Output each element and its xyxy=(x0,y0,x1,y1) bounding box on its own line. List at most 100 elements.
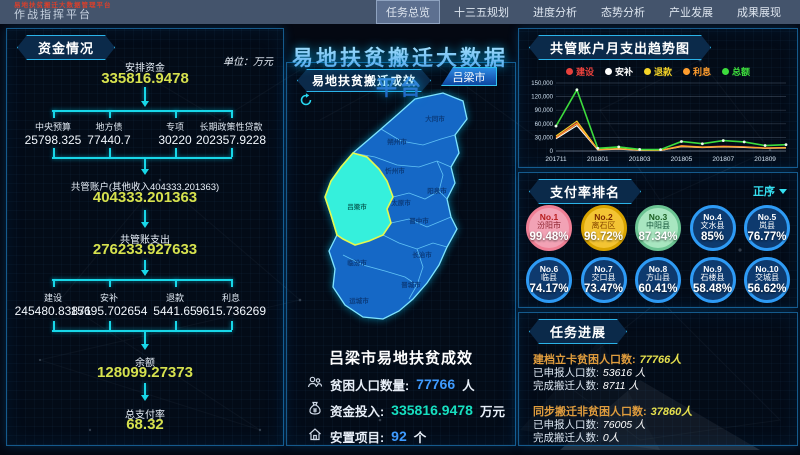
rank-circle-No.10: No.10 交城县 56.62% xyxy=(744,257,790,303)
nav-tab-态势分析[interactable]: 态势分析 xyxy=(601,7,645,19)
progress-panel: 任务进展 建档立卡贫困人口数: 77766人 已申报人口数: 53616 人完成搬迁人… xyxy=(518,312,798,446)
summary-title: 吕梁市易地扶贫成效 xyxy=(328,350,473,367)
nav-tab-产业发展[interactable]: 产业发展 xyxy=(669,7,713,19)
flow-line xyxy=(144,159,146,169)
stat-unit: 人 xyxy=(462,378,475,393)
data-point xyxy=(575,88,579,92)
progress-group-header: 同步搬迁非贫困人口数: 37860人 xyxy=(533,403,789,419)
flow-line xyxy=(231,148,233,157)
funding-source-value: 77440.7 xyxy=(87,133,131,147)
data-point xyxy=(721,139,725,142)
map-region-label: 长治市 xyxy=(412,250,432,259)
flow-line xyxy=(52,110,232,112)
stat-unit: 个 xyxy=(413,430,427,445)
map-region-highlight[interactable] xyxy=(324,152,394,246)
rank-name: 交城县 xyxy=(755,272,779,282)
funds-flowchart: 安排资金 335816.9478 中央预算 25798.325 地方债 77440.7… xyxy=(7,29,283,445)
joint-expense-label: 共管账支出 xyxy=(120,235,170,246)
summary-stats: 贫困人口数量: 77766 人资金投入: 335816.9478 万元 安置项目: 92 个 xyxy=(307,371,509,449)
logo-title: 作战指挥平台 xyxy=(14,8,92,21)
rank-name: 岚县 xyxy=(759,220,775,230)
funding-source-value: 25798.325 xyxy=(24,133,82,147)
progress-row: 已申报人口数: 53616 人 xyxy=(533,367,789,380)
expense-item-value: 15695.702654 xyxy=(70,304,148,318)
rank-percent: 99.48% xyxy=(529,230,569,243)
refresh-icon[interactable] xyxy=(299,93,313,112)
y-tick-label: 90,000 xyxy=(535,108,554,114)
data-point xyxy=(742,140,746,144)
sort-order-control[interactable]: 正序 xyxy=(753,183,787,199)
people-icon xyxy=(307,374,323,395)
flow-line xyxy=(109,279,111,287)
expense-item: 安补 15695.702654 xyxy=(71,291,148,318)
progress-row-label: 完成搬迁人数: xyxy=(533,380,599,393)
flow-line xyxy=(52,279,232,281)
nav-tab-成果展现[interactable]: 成果展现 xyxy=(737,7,781,19)
nav-tab-任务总览[interactable]: 任务总览 xyxy=(376,0,440,24)
rank-number: No.5 xyxy=(757,211,777,222)
rank-number: No.1 xyxy=(539,211,559,222)
flow-line xyxy=(109,321,111,330)
flow-arrow xyxy=(141,344,149,350)
funds-panel-title: 资金情况 xyxy=(17,35,115,60)
legend-dot xyxy=(604,68,612,75)
legend-label: 安补 xyxy=(614,67,633,77)
flow-line xyxy=(109,148,111,157)
stat-value: 335816.9478 xyxy=(391,402,473,418)
flow-line xyxy=(53,321,55,330)
rank-percent: 60.41% xyxy=(638,282,678,295)
rank-name: 石楼县 xyxy=(700,272,725,282)
flow-line xyxy=(144,332,146,344)
total-pay-rate-label: 总支付率 xyxy=(125,410,165,421)
map-region-label: 运城市 xyxy=(349,296,369,305)
effect-panel-title: 易地扶贫搬迁成效 xyxy=(297,69,431,92)
chart-legend: 建设 安补 退款 利息 总额 xyxy=(519,65,797,78)
expense-item-value: 9615.736269 xyxy=(195,304,267,318)
ranking-row-2: No.6 临县 74.17% No.7 交口县 73.47% No.8 方山县 60.41% No… xyxy=(526,257,790,303)
expense-item-value: 5441.65 xyxy=(153,304,197,318)
progress-panel-title: 任务进展 xyxy=(529,319,627,344)
nav-tab-进度分析[interactable]: 进度分析 xyxy=(533,7,577,19)
data-point xyxy=(680,140,683,143)
rank-name: 方山县 xyxy=(646,272,670,282)
flow-line xyxy=(175,279,177,287)
ranking-panel-header: 支付率排名 xyxy=(529,179,641,204)
flow-line xyxy=(53,279,55,287)
ranking-row-1: No.1 汾阳市 99.48% No.2 离石区 96.72% No.3 中阳县 87.34% N… xyxy=(526,205,790,251)
flow-line xyxy=(144,260,146,270)
legend-item: 建设 xyxy=(565,65,594,78)
y-tick-label: 120,000 xyxy=(531,95,553,101)
trend-panel: 共管账户月支出趋势图 建设 安补 退款 利息 总额 0 30,000 60,000 90,00… xyxy=(518,28,798,168)
balance-label: 余额 xyxy=(135,358,155,369)
city-button[interactable]: 吕梁市 xyxy=(441,67,497,86)
rank-name: 汾阳市 xyxy=(537,220,561,230)
rank-number: No.10 xyxy=(755,263,779,274)
flow-line xyxy=(52,330,232,332)
map-region-label: 临汾市 xyxy=(347,258,367,267)
flow-line xyxy=(53,148,55,157)
expense-item: 退款 5441.65 xyxy=(153,291,196,318)
rank-percent: 76.77% xyxy=(747,230,787,243)
ranking-panel-title: 支付率排名 xyxy=(529,179,641,204)
legend-dot xyxy=(683,68,690,75)
progress-group: 建档立卡贫困人口数: 77766人 已申报人口数: 53616 人完成搬迁人数: 871… xyxy=(533,351,789,394)
data-point xyxy=(763,144,767,147)
house-icon xyxy=(307,426,323,447)
expense-item: 建设 245480.83871 xyxy=(15,291,92,318)
top-bar: 易地扶贫搬迁大数据管理平台 作战指挥平台 任务总览 十三五规划 进度分析 态势分析 产业… xyxy=(0,0,800,24)
funding-source-value: 202357.9228 xyxy=(195,133,267,147)
y-tick-label: 0 xyxy=(550,149,554,155)
ranking-panel: 支付率排名 正序 No.1 汾阳市 99.48% No.2 离石区 96.72% No.3 中… xyxy=(518,172,798,308)
map-region-label: 朔州市 xyxy=(387,137,407,146)
progress-row-value: 53616 人 xyxy=(602,367,646,379)
stat-label: 贫困人口数量: xyxy=(330,378,410,393)
y-tick-label: 150,000 xyxy=(531,81,553,87)
rank-number: No.6 xyxy=(539,263,559,274)
rank-number: No.2 xyxy=(594,211,613,222)
nav-tab-十三五规划[interactable]: 十三五规划 xyxy=(454,7,509,19)
funding-source-item: 专项 30220 xyxy=(158,120,191,147)
flow-line xyxy=(231,279,233,287)
stat-label: 安置项目: xyxy=(330,430,385,445)
